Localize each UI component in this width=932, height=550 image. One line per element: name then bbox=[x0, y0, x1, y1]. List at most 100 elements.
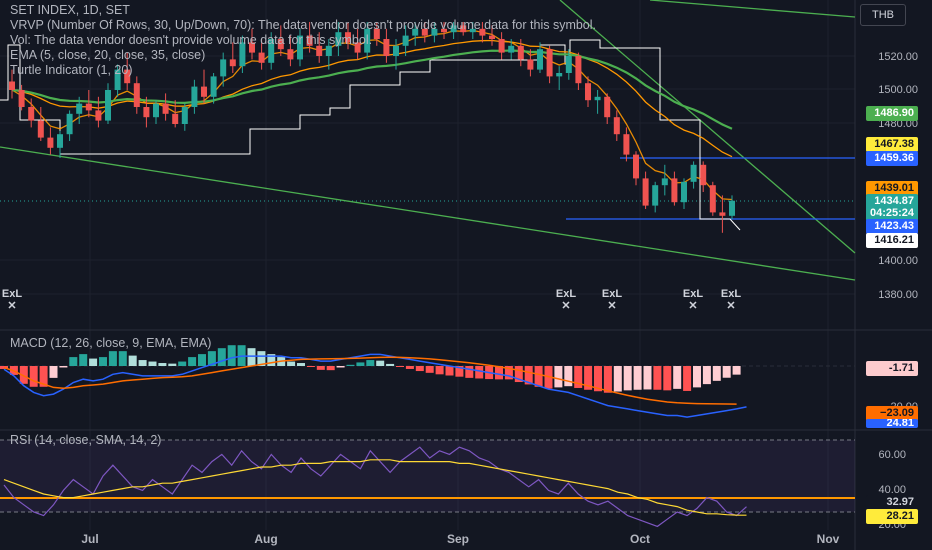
candle bbox=[191, 79, 198, 114]
candle-body bbox=[652, 185, 659, 206]
candle bbox=[671, 171, 678, 206]
legend-rsi[interactable]: RSI (14, close, SMA, 14, 2) bbox=[10, 433, 162, 447]
macd-hist-bar bbox=[584, 366, 593, 390]
macd-hist-bar bbox=[158, 363, 167, 366]
legend-turtle[interactable]: Turtle Indicator (1, 20) bbox=[10, 63, 133, 77]
price-label-ema-mid: 1467.38 bbox=[866, 137, 918, 152]
candle-body bbox=[258, 52, 265, 63]
candle-body bbox=[613, 117, 620, 135]
macd-hist-bar bbox=[574, 366, 583, 388]
signal-mark: ✕ bbox=[7, 300, 16, 312]
macd-hist-bar bbox=[653, 366, 662, 390]
candles bbox=[9, 22, 735, 233]
candle-body bbox=[28, 107, 35, 121]
macd-hist-bar bbox=[69, 357, 78, 366]
macd-hist-bar bbox=[554, 366, 563, 388]
macd-hist-bar bbox=[287, 361, 296, 366]
candle bbox=[709, 181, 716, 216]
candle bbox=[469, 22, 476, 39]
signal-label: ExL bbox=[2, 288, 22, 300]
macd-hist-bar bbox=[663, 366, 672, 391]
macd-hist-bar bbox=[128, 355, 137, 366]
candle bbox=[114, 64, 121, 97]
candle bbox=[383, 28, 390, 63]
candle bbox=[460, 22, 467, 36]
macd-hist-bar bbox=[19, 366, 28, 384]
candle-body bbox=[623, 134, 630, 155]
candle-body bbox=[57, 134, 63, 148]
candle bbox=[652, 181, 659, 213]
candle bbox=[489, 25, 495, 46]
macd-hist-bar bbox=[247, 348, 256, 366]
macd-hist-bar bbox=[495, 366, 503, 380]
macd-hist-bar bbox=[336, 366, 345, 368]
candle bbox=[105, 83, 111, 124]
candle-body bbox=[85, 103, 92, 111]
candle bbox=[258, 39, 265, 70]
legend-macd[interactable]: MACD (12, 26, close, 9, EMA, EMA) bbox=[10, 336, 212, 350]
candle bbox=[594, 90, 601, 114]
legend-ema[interactable]: EMA (5, close, 20, close, 35, close) bbox=[10, 48, 206, 62]
candle bbox=[345, 22, 351, 50]
candle bbox=[316, 32, 323, 63]
candle-body bbox=[441, 28, 447, 33]
macd-pane bbox=[0, 345, 855, 418]
candle-body bbox=[153, 103, 159, 118]
candle bbox=[268, 32, 275, 70]
candle-body bbox=[594, 96, 601, 101]
candle-body bbox=[354, 42, 361, 53]
macd-hist-bar bbox=[396, 366, 404, 367]
candle-body bbox=[517, 45, 524, 60]
macd-hist-bar bbox=[356, 362, 365, 366]
candle bbox=[9, 69, 15, 99]
candle bbox=[508, 39, 515, 60]
candle-body bbox=[249, 42, 255, 53]
price-tick: 1500.00 bbox=[878, 84, 918, 96]
candle bbox=[364, 22, 371, 60]
candle bbox=[162, 93, 169, 121]
candle-body bbox=[172, 113, 179, 124]
candle-body bbox=[277, 39, 284, 50]
macd-hist-bar bbox=[376, 360, 385, 366]
currency-selector[interactable]: THB bbox=[860, 4, 906, 26]
rsi-line bbox=[3, 446, 747, 528]
candle-body bbox=[239, 42, 246, 67]
signal-mark: ✕ bbox=[607, 300, 616, 312]
candle bbox=[431, 22, 438, 43]
signal-mark: ✕ bbox=[561, 300, 570, 312]
candle bbox=[700, 161, 707, 192]
candle bbox=[325, 39, 332, 70]
candle bbox=[623, 127, 630, 162]
trendline-falling bbox=[559, 0, 856, 254]
signal-mark: ✕ bbox=[688, 300, 697, 312]
candle-body bbox=[642, 178, 649, 206]
candle bbox=[297, 28, 303, 67]
main-legend: SET INDEX, 1D, SET VRVP (Number Of Rows,… bbox=[10, 3, 596, 78]
candle bbox=[565, 49, 572, 80]
macd-hist-bar bbox=[475, 366, 484, 379]
legend-title[interactable]: SET INDEX, 1D, SET bbox=[10, 3, 130, 17]
candle bbox=[18, 84, 25, 111]
macd-hist-bar bbox=[415, 366, 424, 372]
time-tick: Oct bbox=[630, 532, 650, 546]
candle bbox=[229, 42, 236, 73]
candle bbox=[95, 96, 102, 128]
candle bbox=[450, 22, 457, 39]
legend-volume[interactable]: Vol: The data vendor doesn't provide vol… bbox=[10, 33, 373, 47]
candle-body bbox=[498, 39, 505, 53]
candle-body bbox=[37, 120, 44, 138]
candle bbox=[537, 42, 543, 73]
macd-hist-bar bbox=[0, 366, 8, 369]
candle-body bbox=[66, 113, 73, 135]
macd-hist-bar bbox=[306, 366, 315, 367]
legend-vrvp[interactable]: VRVP (Number Of Rows, 30, Up/Down, 70): … bbox=[10, 18, 597, 32]
candle-body bbox=[729, 200, 735, 216]
candle bbox=[57, 130, 63, 158]
macd-hist-bar bbox=[257, 351, 266, 366]
candle-body bbox=[105, 90, 111, 121]
candle-body bbox=[489, 35, 495, 39]
time-tick: Sep bbox=[447, 532, 469, 546]
candle-body bbox=[95, 110, 102, 121]
candle bbox=[153, 100, 159, 124]
